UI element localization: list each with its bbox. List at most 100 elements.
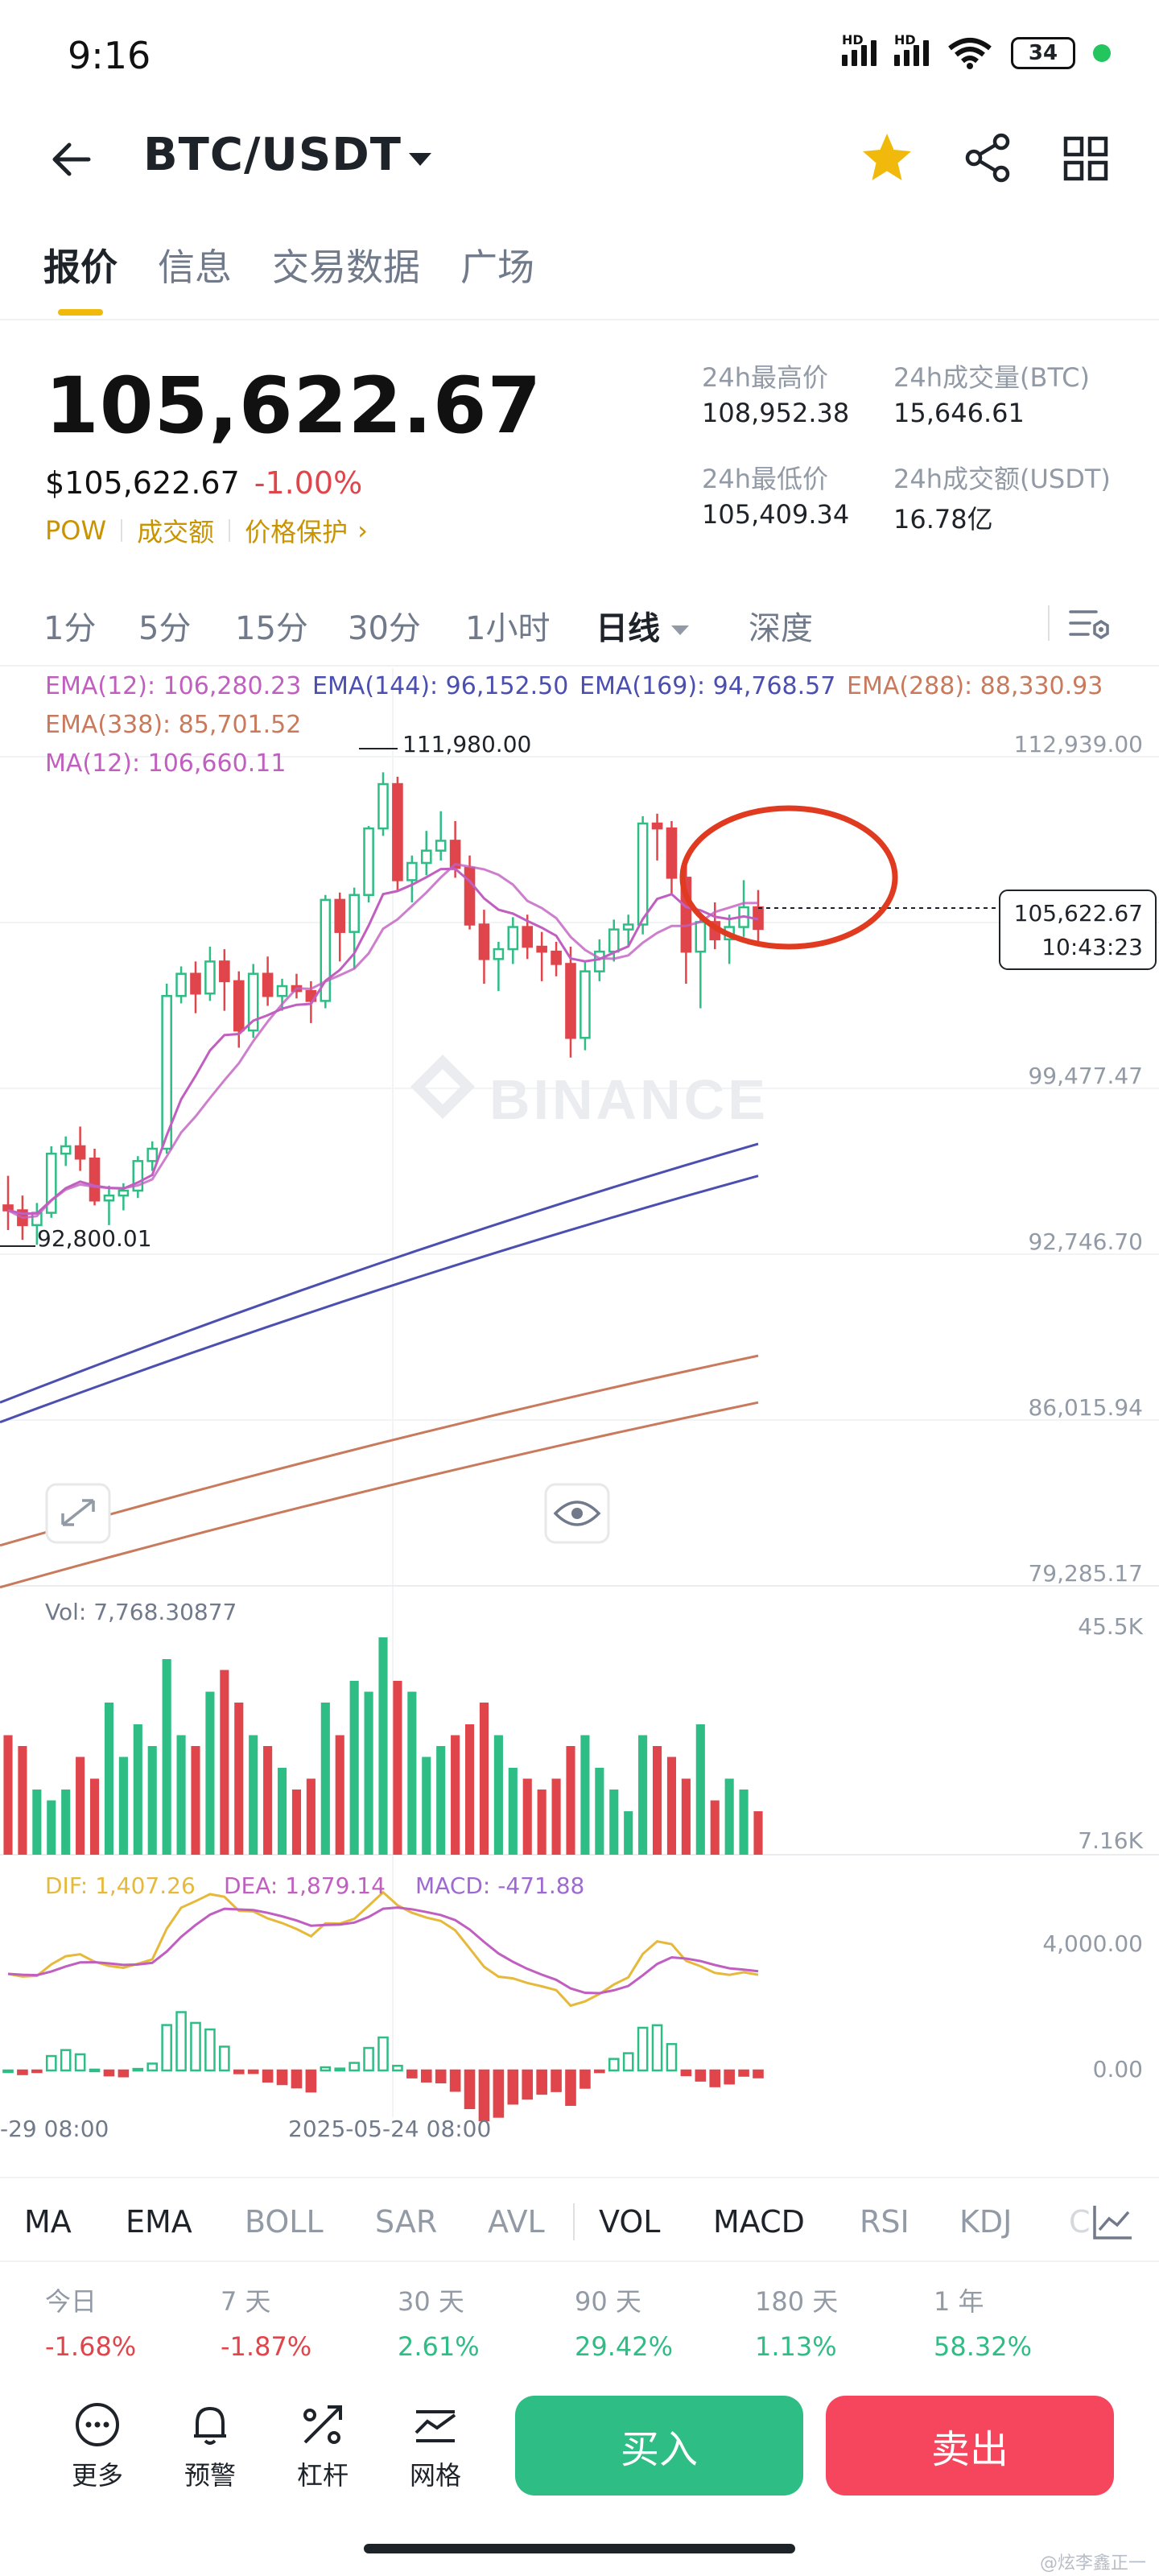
divider [0,2177,1159,2178]
favorite-star-icon[interactable] [860,130,914,185]
volume-bar [32,1790,42,1855]
macd-histogram-bar [89,2068,101,2073]
chevron-right-icon[interactable]: › [357,515,368,546]
indicator-sar[interactable]: SAR [375,2204,438,2240]
tab-quote[interactable]: 报价 [43,246,118,289]
macd-histogram-bar [666,2042,678,2072]
macd-histogram-bar [175,2011,187,2072]
chart-settings-icon[interactable] [1067,605,1111,642]
indicator-boll[interactable]: BOLL [245,2204,324,2240]
kline-chart[interactable]: BINANCE 112,939.00106,208.2399,477.4792,… [0,668,1159,2141]
date-label-2: 2025-05-24 08:00 [288,2116,491,2141]
indicator-avl[interactable]: AVL [488,2204,545,2240]
macd-histogram-bar [608,2058,620,2072]
performance-value: 1.13% [755,2331,837,2362]
candle [45,1146,57,1218]
macd-histogram-bar [637,2026,649,2072]
status-icons: HD HD 34 [842,32,1111,69]
candle [377,772,389,836]
interval-30m[interactable]: 30分 [348,610,421,647]
grid-menu-icon[interactable] [1062,135,1109,182]
ema144-line [0,1142,759,1404]
macd-histogram-bar [449,2069,461,2092]
indicator-kdj[interactable]: KDJ [959,2204,1013,2240]
performance-value: 2.61% [398,2331,480,2362]
sell-button[interactable]: 卖出 [826,2396,1114,2496]
candle [507,917,519,964]
volume-bar [18,1746,27,1855]
volume-bar [493,1735,503,1855]
performance-label: 今日 [45,2286,97,2317]
macd-histogram-bar [724,2069,735,2085]
macd-histogram-bar [594,2069,605,2074]
battery-icon: 34 [1011,37,1075,69]
macd-value-label: MACD: -471.88 [415,1872,584,1899]
volume-bar [566,1746,575,1855]
interval-5m[interactable]: 5分 [138,610,192,647]
interval-1m[interactable]: 1分 [43,610,97,647]
volume-bar [522,1778,532,1855]
indicator-ema[interactable]: EMA [126,2204,192,2240]
tab-trade-data[interactable]: 交易数据 [272,246,420,289]
interval-daily[interactable]: 日线 [596,602,749,649]
alert-button[interactable]: 预警 [166,2401,254,2492]
macd-histogram-bar [74,2053,86,2072]
vol-btc-label: 24h成交量(BTC) [893,362,1090,393]
performance-label: 90 天 [575,2286,641,2317]
indicator-macd[interactable]: MACD [713,2204,805,2240]
leverage-button[interactable]: 杠杆 [278,2401,367,2492]
volume-bar [753,1811,763,1855]
macd-histogram-bar [320,2066,332,2072]
macd-histogram-bar [31,2069,43,2074]
legend-ema12: EMA(12): 106,280.23 [45,672,301,700]
indicator-more[interactable]: C [1069,2204,1091,2240]
interval-1h[interactable]: 1小时 [465,610,551,647]
performance-label: 30 天 [398,2286,464,2317]
candle [175,966,187,1004]
indicator-vol[interactable]: VOL [599,2204,661,2240]
macd-histogram-bar [247,2069,259,2074]
macd-histogram-bar [709,2069,721,2087]
grid-trading-button[interactable]: 网格 [391,2401,480,2492]
volume-bar [609,1790,619,1855]
interval-15m[interactable]: 15分 [235,610,308,647]
current-price-box [999,890,1157,970]
divider [0,665,1159,667]
candle [60,1136,72,1166]
macd-histogram-bar [420,2069,432,2083]
volume-bar [205,1691,215,1855]
volume-bar [695,1724,705,1855]
indicator-ma[interactable]: MA [24,2204,72,2240]
candle [190,961,201,1013]
candle [349,887,360,969]
interval-depth[interactable]: 深度 [749,610,813,647]
indicator-settings-icon[interactable] [1090,2202,1135,2243]
more-button[interactable]: 更多 [53,2401,142,2492]
caret-down-icon[interactable] [409,153,431,166]
tab-info[interactable]: 信息 [158,246,232,289]
tab-square[interactable]: 广场 [460,246,534,289]
tag-turnover[interactable]: 成交额 [137,517,215,547]
macd-histogram-bar [392,2064,403,2072]
back-arrow-icon[interactable] [47,135,95,184]
performance-value: 58.32% [934,2331,1033,2362]
macd-histogram-bar [190,2021,201,2072]
price-axis-label: 112,939.00 [1014,731,1143,758]
buy-button[interactable]: 买入 [515,2396,803,2496]
ema288-line [0,1354,759,1547]
macd-histogram-bar [377,2036,389,2072]
share-icon[interactable] [963,132,1014,184]
vol-usdt-value: 16.78亿 [893,504,993,535]
candle [146,1141,159,1171]
tag-price-protection[interactable]: 价格保护 [245,517,349,547]
macd-histogram-bar [17,2069,28,2075]
more-label: 更多 [71,2460,123,2491]
indicator-rsi[interactable]: RSI [860,2204,909,2240]
binance-logo-icon [410,1055,475,1119]
volume-bar [263,1746,273,1855]
volume-bar [739,1790,749,1855]
performance-item: 今日 -1.68% [45,2281,206,2362]
tag-pow[interactable]: POW [45,515,107,546]
macd-histogram-bar [551,2069,562,2092]
pair-selector[interactable]: BTC/USDT [143,129,402,181]
